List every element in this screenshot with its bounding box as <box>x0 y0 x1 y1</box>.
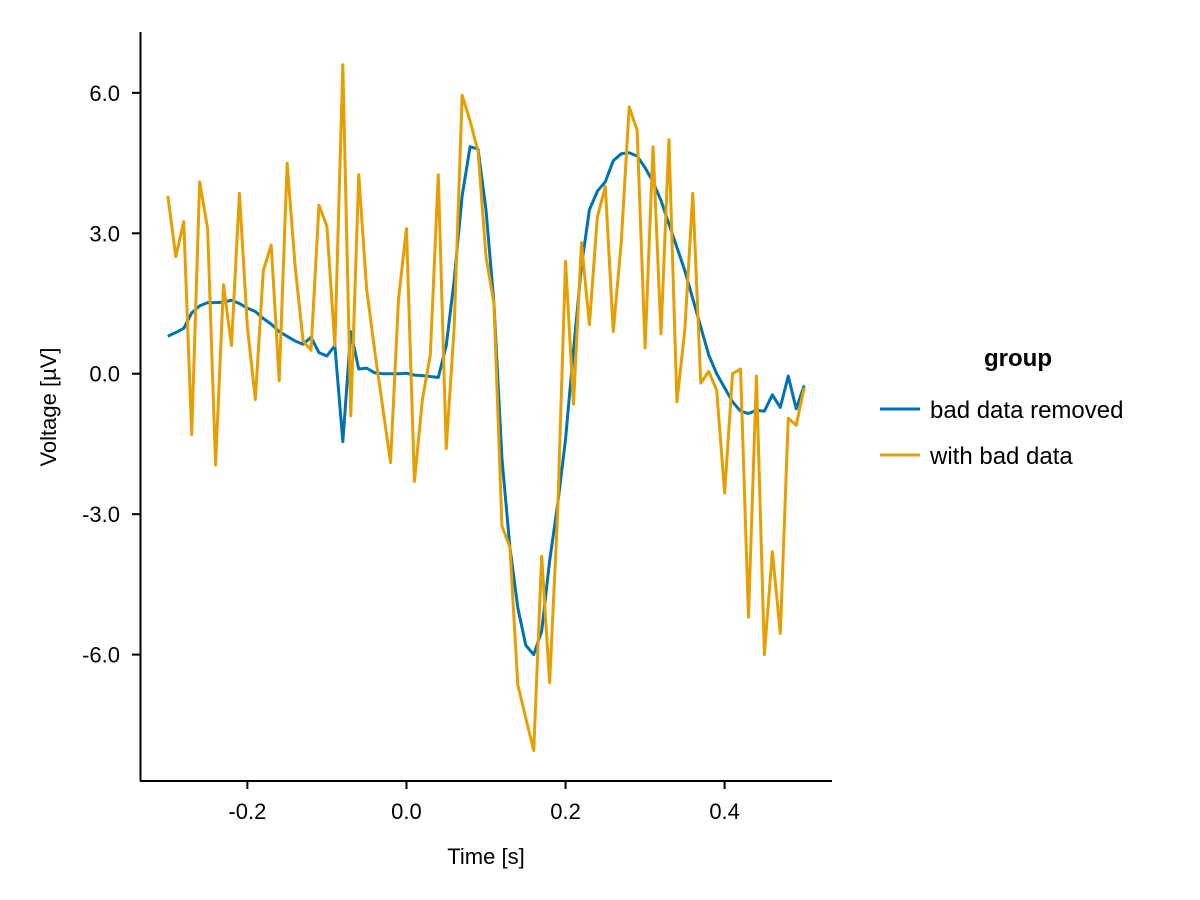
series-line-with-bad-data <box>166 63 806 753</box>
y-tick-label: -3.0 <box>82 502 120 527</box>
x-tick-label: -0.2 <box>228 799 266 824</box>
y-tick-label: 3.0 <box>89 221 120 246</box>
y-tick-label: -6.0 <box>82 643 120 668</box>
series-line-bad-data-removed <box>167 145 806 657</box>
y-tick-label: 0.0 <box>89 362 120 387</box>
legend-title: group <box>984 345 1052 372</box>
x-axis-title: Time [s] <box>447 844 524 869</box>
series-layer <box>166 63 806 753</box>
plot-area: -0.2 0.0 0.2 0.4 -6.0 -3.0 0.0 3.0 6.0 <box>82 32 832 824</box>
legend-label-with-bad-data: with bad data <box>929 443 1073 470</box>
legend: group bad data removed with bad data <box>880 345 1123 470</box>
x-tick-label: 0.0 <box>391 799 422 824</box>
x-tick-label: 0.4 <box>709 799 740 824</box>
x-tick-label: 0.2 <box>550 799 581 824</box>
y-ticks: -6.0 -3.0 0.0 3.0 6.0 <box>82 81 140 668</box>
x-ticks: -0.2 0.0 0.2 0.4 <box>228 781 740 824</box>
y-axis-title: Voltage [µV] <box>36 347 61 466</box>
legend-label-bad-data-removed: bad data removed <box>930 397 1123 424</box>
y-tick-label: 6.0 <box>89 81 120 106</box>
